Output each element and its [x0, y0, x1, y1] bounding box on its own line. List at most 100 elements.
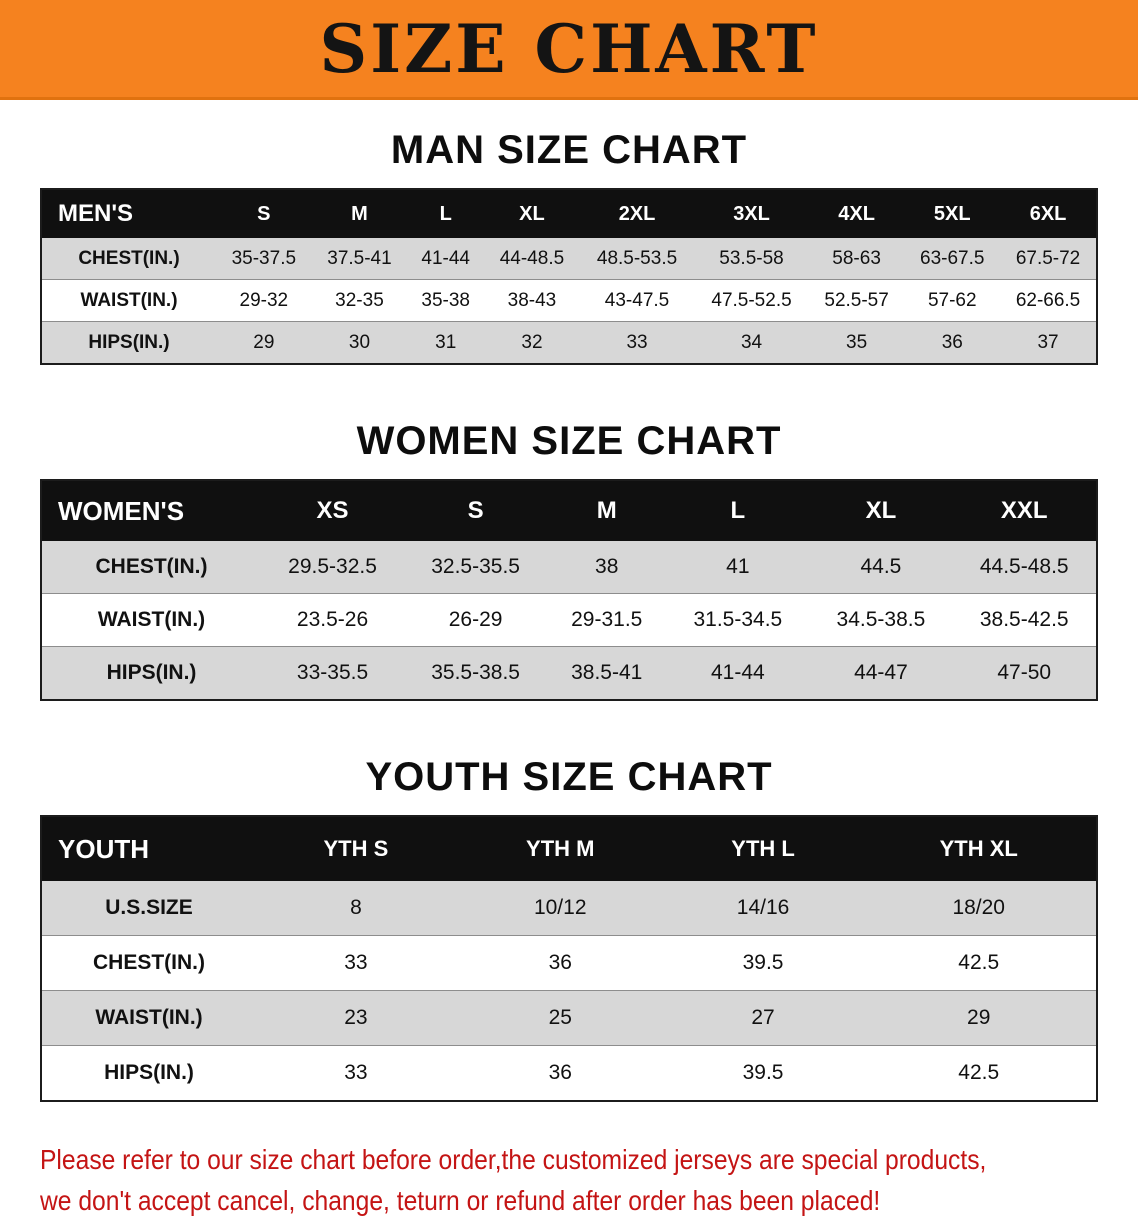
table-row: WAIST(IN.) 23 25 27 29 — [41, 990, 1097, 1046]
size-cell: 38 — [547, 541, 667, 594]
size-cell: 37 — [1000, 321, 1097, 365]
size-cell: 41-44 — [407, 238, 485, 280]
row-label: WAIST(IN.) — [41, 593, 261, 647]
size-cell: 62-66.5 — [1000, 279, 1097, 322]
size-cell: 34.5-38.5 — [809, 593, 953, 647]
men-size-section: MAN SIZE CHART MEN'S S M L XL 2XL 3XL 4XL 5XL 6XL… — [0, 128, 1138, 365]
column-header: YTH L — [664, 816, 862, 881]
size-cell: 33 — [256, 935, 456, 991]
size-cell: 67.5-72 — [1000, 238, 1097, 280]
column-header: XS — [261, 480, 405, 541]
size-cell: 36 — [455, 935, 665, 991]
column-header: L — [407, 189, 485, 238]
size-cell: 29-32 — [216, 279, 312, 322]
size-cell: 63-67.5 — [904, 238, 1001, 280]
size-cell: 47-50 — [952, 646, 1097, 701]
men-section-heading: MAN SIZE CHART — [390, 128, 748, 172]
row-label: CHEST(IN.) — [41, 935, 256, 991]
column-header: 6XL — [1000, 189, 1097, 238]
disclaimer-line-2: we don't accept cancel, change, teturn o… — [40, 1184, 881, 1216]
size-cell: 58-63 — [808, 238, 905, 280]
youth-section-heading: YOUTH SIZE CHART — [365, 755, 773, 799]
table-row: CHEST(IN.) 29.5-32.5 32.5-35.5 38 41 44.5 44.5… — [41, 541, 1097, 594]
size-chart-banner: SIZE CHART — [0, 0, 1138, 100]
banner-title: SIZE CHART — [319, 9, 819, 88]
size-cell: 29 — [216, 321, 312, 365]
table-row: HIPS(IN.) 33 36 39.5 42.5 — [41, 1045, 1097, 1102]
size-cell: 53.5-58 — [694, 238, 809, 280]
size-cell: 32.5-35.5 — [404, 541, 548, 594]
size-cell: 33 — [579, 321, 695, 365]
disclaimer: Please refer to our size chart before or… — [40, 1140, 1138, 1221]
size-cell: 35 — [808, 321, 905, 365]
row-label: HIPS(IN.) — [41, 321, 216, 365]
size-cell: 32 — [484, 321, 580, 365]
size-cell: 29-31.5 — [547, 593, 667, 647]
header-row: WOMEN'S XS S M L XL XXL — [41, 480, 1097, 541]
table-row: WAIST(IN.) 23.5-26 26-29 29-31.5 31.5-34.5 34… — [41, 593, 1097, 647]
row-label: WAIST(IN.) — [41, 279, 216, 322]
table-row: U.S.SIZE 8 10/12 14/16 18/20 — [41, 881, 1097, 936]
column-header: YTH S — [256, 816, 456, 881]
size-cell: 33-35.5 — [261, 646, 405, 701]
column-header: YTH M — [455, 816, 665, 881]
size-cell: 30 — [311, 321, 408, 365]
column-header: S — [216, 189, 312, 238]
size-cell: 10/12 — [455, 881, 665, 936]
size-cell: 43-47.5 — [579, 279, 695, 322]
women-size-section: WOMEN SIZE CHART WOMEN'S XS S M L XL XXL CHEST(… — [0, 419, 1138, 701]
size-cell: 23.5-26 — [261, 593, 405, 647]
size-cell: 29 — [861, 990, 1097, 1046]
size-cell: 42.5 — [861, 935, 1097, 991]
header-row: YOUTH YTH S YTH M YTH L YTH XL — [41, 816, 1097, 881]
table-title-cell: YOUTH — [41, 816, 256, 881]
size-cell: 41 — [666, 541, 810, 594]
size-cell: 35.5-38.5 — [404, 646, 548, 701]
size-cell: 36 — [904, 321, 1001, 365]
size-cell: 29.5-32.5 — [261, 541, 405, 594]
size-cell: 47.5-52.5 — [694, 279, 809, 322]
size-cell: 25 — [455, 990, 665, 1046]
youth-size-table: YOUTH YTH S YTH M YTH L YTH XL U.S.SIZE 8 10/12… — [40, 815, 1098, 1102]
size-cell: 35-38 — [407, 279, 485, 322]
row-label: CHEST(IN.) — [41, 238, 216, 280]
size-cell: 44-48.5 — [484, 238, 580, 280]
women-size-table: WOMEN'S XS S M L XL XXL CHEST(IN.) 29.5-32.5 32.5… — [40, 479, 1098, 701]
column-header: XXL — [952, 480, 1097, 541]
size-cell: 52.5-57 — [808, 279, 905, 322]
table-title-cell: MEN'S — [41, 189, 216, 238]
column-header: M — [547, 480, 667, 541]
size-cell: 37.5-41 — [311, 238, 408, 280]
size-cell: 42.5 — [861, 1045, 1097, 1102]
column-header: 4XL — [808, 189, 905, 238]
row-label: U.S.SIZE — [41, 881, 256, 936]
size-cell: 35-37.5 — [216, 238, 312, 280]
column-header: L — [666, 480, 810, 541]
size-cell: 39.5 — [664, 935, 862, 991]
size-cell: 27 — [664, 990, 862, 1046]
youth-size-section: YOUTH SIZE CHART YOUTH YTH S YTH M YTH L YTH… — [0, 755, 1138, 1102]
row-label: HIPS(IN.) — [41, 1045, 256, 1102]
size-cell: 57-62 — [904, 279, 1001, 322]
size-cell: 34 — [694, 321, 809, 365]
table-row: HIPS(IN.) 33-35.5 35.5-38.5 38.5-41 41-44 44-… — [41, 646, 1097, 701]
disclaimer-line-1: Please refer to our size chart before or… — [40, 1144, 987, 1175]
size-cell: 31 — [407, 321, 485, 365]
column-header: S — [404, 480, 548, 541]
column-header: 3XL — [694, 189, 809, 238]
row-label: HIPS(IN.) — [41, 646, 261, 701]
size-cell: 36 — [455, 1045, 665, 1102]
size-cell: 38.5-42.5 — [952, 593, 1097, 647]
size-cell: 31.5-34.5 — [666, 593, 810, 647]
column-header: XL — [809, 480, 953, 541]
table-row: CHEST(IN.) 33 36 39.5 42.5 — [41, 935, 1097, 991]
table-title-cell: WOMEN'S — [41, 480, 261, 541]
men-size-table: MEN'S S M L XL 2XL 3XL 4XL 5XL 6XL CHEST(IN.) 35-37… — [40, 188, 1098, 365]
size-cell: 23 — [256, 990, 456, 1046]
size-cell: 44.5-48.5 — [952, 541, 1097, 594]
size-cell: 48.5-53.5 — [579, 238, 695, 280]
size-cell: 26-29 — [404, 593, 548, 647]
table-row: HIPS(IN.) 29 30 31 32 33 34 35 36 37 — [41, 321, 1097, 365]
size-cell: 33 — [256, 1045, 456, 1102]
size-cell: 38-43 — [484, 279, 580, 322]
